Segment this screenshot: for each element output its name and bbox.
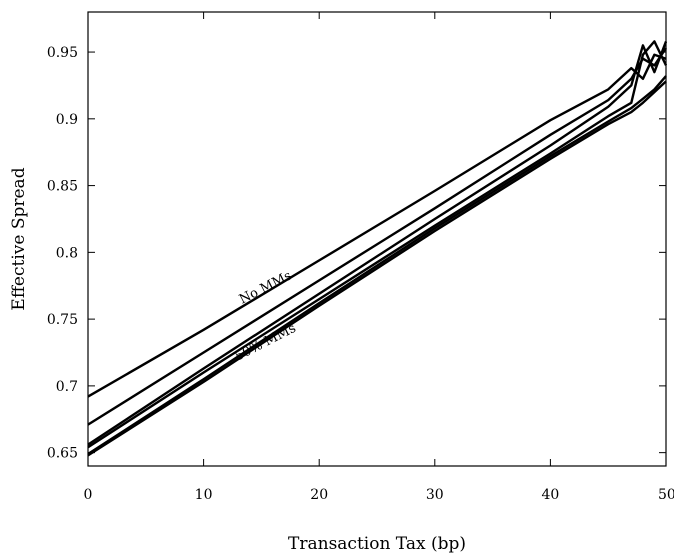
series-line-2 <box>87 47 667 426</box>
x-tick-label: 50 <box>658 487 674 503</box>
x-tick-label: 0 <box>84 487 93 503</box>
y-tick-label: 0.75 <box>47 312 78 328</box>
y-tick-label: 0.8 <box>56 245 78 261</box>
y-tick-label: 0.9 <box>56 112 78 128</box>
x-axis: 0 10 20 30 40 50 <box>84 12 674 503</box>
y-tick-label: 0.85 <box>47 179 78 195</box>
y-tick-label: 0.95 <box>47 45 78 61</box>
x-tick-label: 20 <box>310 487 328 503</box>
series-line-4 <box>87 40 668 449</box>
series-line-1 <box>87 53 667 398</box>
series-line-6 <box>87 80 667 457</box>
y-tick-label: 0.65 <box>47 446 78 462</box>
y-tick-label: 0.7 <box>56 379 78 395</box>
series-line-3 <box>87 40 668 446</box>
x-tick-label: 10 <box>195 487 213 503</box>
x-axis-title: Transaction Tax (bp) <box>288 534 466 554</box>
series-line-5 <box>87 75 667 456</box>
plot-frame <box>87 11 667 467</box>
series-group <box>87 40 668 457</box>
x-tick-label: 30 <box>426 487 444 503</box>
x-tick-label: 40 <box>541 487 559 503</box>
y-axis-title: Effective Spread <box>9 167 29 310</box>
y-axis: 0.65 0.7 0.75 0.8 0.85 0.9 0.95 <box>47 45 666 462</box>
